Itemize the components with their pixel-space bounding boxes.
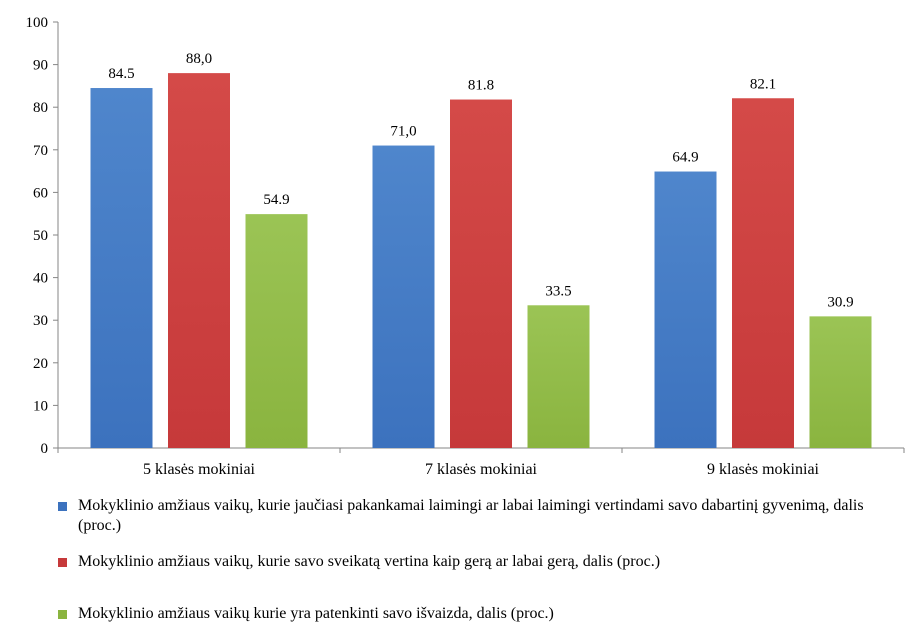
x-category-label: 9 klasės mokiniai [707,461,820,478]
y-tick-label: 50 [33,228,48,244]
bar-series-2 [732,98,794,448]
legend-label: Mokyklinio amžiaus vaikų, kurie jaučiasi… [78,497,864,534]
bar-series-1 [654,171,717,448]
bar-value-label: 54.9 [263,192,289,208]
legend-item-appearance: Mokyklinio amžiaus vaikų kurie yra paten… [58,604,908,624]
bar-value-label: 88,0 [186,51,212,67]
y-axis: 0 10 20 30 40 50 60 70 80 90 100 [26,15,59,457]
legend-item-health: Mokyklinio amžiaus vaikų, kurie savo sve… [58,552,908,572]
data-labels: 84.5 88,0 54.9 71,0 81.8 33.5 64.9 82.1 30.9 [108,51,853,310]
bar-series-2 [168,73,230,449]
bar-value-label: 82.1 [750,76,776,92]
y-tick-label: 80 [33,100,48,116]
bar-chart: 0 10 20 30 40 50 60 70 80 90 100 5 klasės mokiniai… [26,15,905,478]
legend-label: Mokyklinio amžiaus vaikų kurie yra paten… [78,605,554,622]
legend-swatch-green [58,610,67,619]
bar-series-3 [527,305,590,448]
y-tick-label: 90 [33,58,48,74]
legend-item-happiness: Mokyklinio amžiaus vaikų, kurie jaučiasi… [58,496,908,540]
bar-series-2 [450,99,512,449]
bar-series-1 [372,145,435,449]
x-category-label: 5 klasės mokiniai [143,461,256,478]
y-tick-label: 10 [33,398,48,414]
legend-label: Mokyklinio amžiaus vaikų, kurie savo sve… [78,553,661,570]
bar-value-label: 30.9 [827,294,853,310]
y-tick-label: 20 [33,356,48,372]
bar-value-label: 84.5 [108,66,134,82]
bar-value-label: 33.5 [545,283,571,299]
bar-series-3 [809,316,872,448]
bar-value-label: 71,0 [390,124,416,140]
x-category-label: 7 klasės mokiniai [425,461,538,478]
y-tick-label: 0 [41,441,49,457]
legend-swatch-blue [58,502,67,511]
legend-swatch-red [58,558,67,567]
y-tick-label: 70 [33,143,48,159]
y-tick-label: 100 [26,15,49,31]
bar-series-3 [245,214,308,448]
bar-value-label: 81.8 [468,78,494,94]
y-tick-label: 30 [33,313,48,329]
bar-value-label: 64.9 [672,150,698,166]
bar-series-1 [90,88,153,448]
bars [90,73,872,449]
y-tick-label: 40 [33,271,48,287]
y-tick-label: 60 [33,185,48,201]
legend: Mokyklinio amžiaus vaikų, kurie jaučiasi… [58,496,908,624]
x-axis: 5 klasės mokiniai 7 klasės mokiniai 9 klas… [57,447,905,478]
